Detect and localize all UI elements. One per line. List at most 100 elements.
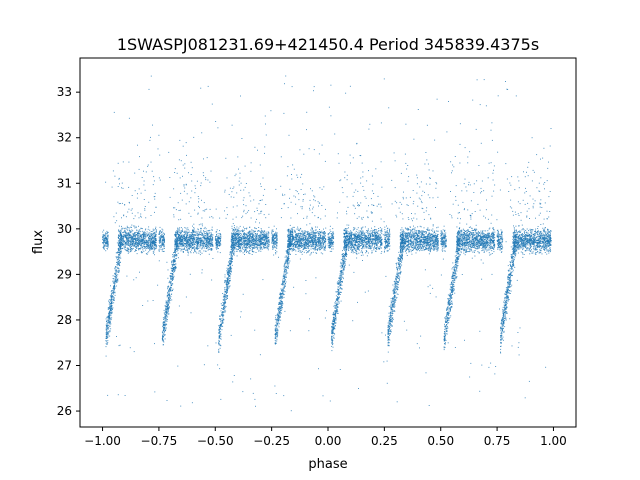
data-point bbox=[228, 261, 230, 262]
data-point bbox=[260, 228, 262, 230]
data-point bbox=[218, 245, 220, 247]
data-point bbox=[191, 180, 193, 182]
data-point bbox=[165, 300, 167, 302]
data-point bbox=[150, 215, 152, 216]
data-point bbox=[169, 297, 171, 299]
data-point bbox=[258, 249, 260, 251]
data-point bbox=[230, 271, 232, 273]
data-point bbox=[209, 241, 211, 243]
data-point bbox=[303, 246, 305, 248]
data-point bbox=[114, 276, 116, 278]
data-point bbox=[201, 242, 203, 244]
data-point bbox=[259, 200, 261, 201]
data-point bbox=[248, 252, 250, 254]
data-point bbox=[265, 234, 267, 236]
data-point bbox=[106, 244, 108, 246]
data-point bbox=[208, 232, 210, 234]
data-point bbox=[257, 244, 259, 246]
data-point bbox=[233, 186, 235, 188]
data-point bbox=[224, 210, 225, 212]
data-point bbox=[235, 229, 237, 231]
data-point bbox=[246, 240, 248, 242]
data-point bbox=[109, 314, 110, 316]
data-point bbox=[194, 243, 196, 245]
data-point bbox=[260, 236, 262, 238]
data-point bbox=[105, 340, 107, 342]
data-point bbox=[264, 241, 266, 243]
data-point bbox=[109, 322, 111, 324]
data-point bbox=[115, 266, 117, 267]
data-point bbox=[229, 280, 231, 281]
data-point bbox=[234, 241, 236, 243]
data-point bbox=[107, 238, 109, 240]
data-point bbox=[117, 394, 119, 396]
data-point bbox=[155, 230, 157, 232]
data-point bbox=[151, 247, 153, 249]
data-point bbox=[120, 242, 122, 244]
data-point bbox=[191, 246, 193, 248]
data-point bbox=[143, 244, 145, 246]
data-point bbox=[168, 306, 170, 308]
data-point bbox=[138, 241, 140, 243]
data-point bbox=[211, 249, 213, 251]
data-point bbox=[231, 257, 232, 259]
data-point bbox=[227, 273, 229, 275]
data-point bbox=[135, 246, 136, 248]
data-point bbox=[220, 321, 222, 323]
data-point bbox=[236, 255, 238, 257]
data-point bbox=[125, 243, 127, 245]
data-point bbox=[174, 245, 176, 247]
data-point bbox=[147, 243, 149, 245]
data-point bbox=[160, 236, 162, 238]
data-point bbox=[247, 244, 249, 246]
data-point bbox=[196, 232, 198, 234]
data-point bbox=[198, 238, 200, 240]
data-point bbox=[119, 242, 121, 244]
data-point bbox=[264, 234, 266, 236]
data-point bbox=[266, 241, 268, 243]
data-point bbox=[172, 260, 174, 262]
data-point bbox=[215, 247, 217, 249]
data-point bbox=[192, 244, 194, 246]
data-point bbox=[133, 238, 134, 240]
data-point bbox=[237, 234, 239, 236]
data-point bbox=[131, 250, 133, 252]
data-point bbox=[145, 249, 147, 251]
data-point bbox=[218, 248, 219, 249]
data-point bbox=[129, 347, 131, 349]
data-point bbox=[156, 245, 158, 247]
data-point bbox=[117, 268, 119, 270]
data-point bbox=[211, 216, 213, 218]
data-point bbox=[106, 243, 108, 245]
data-point bbox=[240, 189, 242, 191]
data-point bbox=[128, 241, 130, 243]
data-point bbox=[268, 237, 269, 238]
data-point bbox=[242, 246, 244, 248]
data-point bbox=[130, 232, 132, 234]
data-point bbox=[149, 239, 151, 241]
data-point bbox=[128, 240, 130, 242]
data-point bbox=[138, 225, 139, 227]
data-point bbox=[257, 248, 258, 250]
data-point bbox=[226, 292, 228, 294]
data-point bbox=[120, 244, 122, 246]
data-point bbox=[209, 216, 211, 218]
data-point bbox=[233, 245, 235, 247]
data-point bbox=[256, 237, 258, 239]
data-point bbox=[247, 243, 249, 245]
data-point bbox=[230, 255, 232, 257]
data-point bbox=[199, 240, 201, 242]
data-point bbox=[210, 249, 212, 251]
data-point bbox=[162, 239, 164, 241]
data-point bbox=[209, 235, 211, 237]
data-point bbox=[127, 237, 129, 239]
data-point bbox=[127, 248, 129, 250]
data-point bbox=[166, 320, 168, 322]
data-point bbox=[185, 296, 187, 298]
data-point bbox=[185, 245, 187, 247]
data-point bbox=[135, 238, 136, 240]
data-point bbox=[173, 207, 174, 209]
data-point bbox=[192, 231, 194, 233]
data-point bbox=[127, 232, 129, 234]
data-point bbox=[239, 172, 241, 174]
